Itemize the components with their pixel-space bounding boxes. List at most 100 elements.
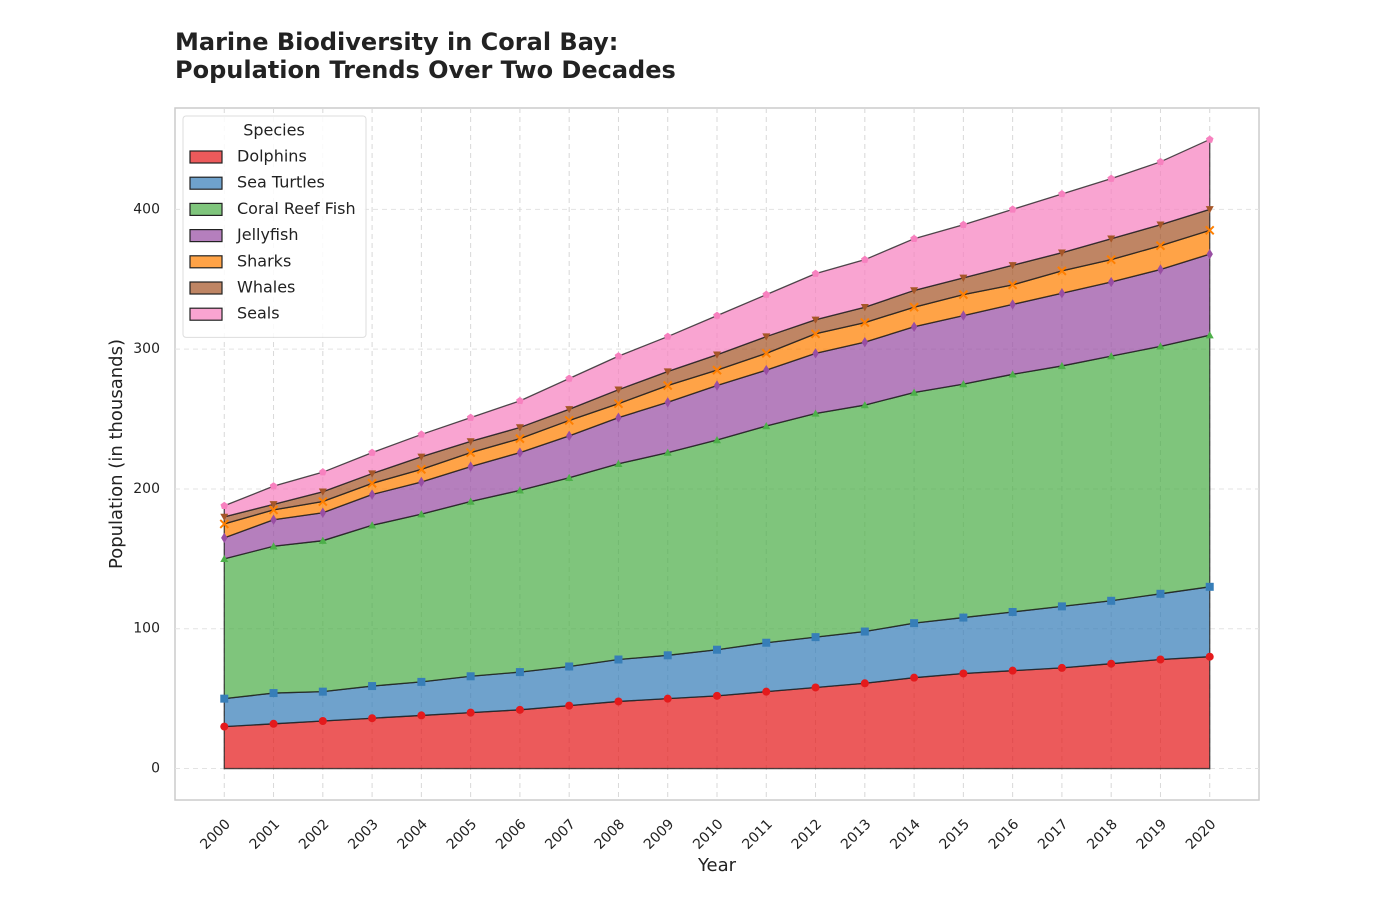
marker [713, 311, 721, 319]
marker [860, 304, 869, 312]
marker [1107, 276, 1115, 288]
marker [959, 274, 968, 282]
marker [958, 289, 969, 300]
x-tick-label: 2005 [444, 816, 481, 853]
legend-swatch [189, 281, 223, 295]
marker [762, 422, 771, 430]
x-axis-title: Year [697, 855, 737, 876]
marker [516, 447, 524, 458]
marker [221, 532, 228, 544]
marker [466, 708, 475, 717]
marker [713, 380, 721, 391]
marker [663, 380, 673, 391]
marker [466, 438, 475, 446]
legend-label: Whales [237, 278, 295, 297]
marker [515, 668, 524, 677]
marker [319, 468, 327, 476]
marker [565, 374, 573, 382]
legend: Species Dolphins Sea Turtles Coral Reef Fis… [182, 115, 367, 338]
x-tick-label: 2018 [1084, 816, 1121, 853]
marker [565, 701, 574, 710]
marker [1008, 370, 1017, 378]
y-axis-title: Population (in thousands) [106, 339, 127, 569]
marker [1057, 663, 1066, 672]
marker [467, 461, 474, 472]
legend-title: Species [243, 121, 305, 140]
marker [319, 507, 327, 518]
legend-swatch [189, 150, 223, 164]
marker [1008, 205, 1017, 213]
marker [664, 397, 671, 408]
marker [713, 436, 721, 444]
marker [515, 433, 525, 444]
marker [565, 662, 574, 671]
marker [860, 679, 869, 688]
marker [515, 705, 524, 714]
marker [1156, 589, 1165, 598]
marker [910, 234, 918, 242]
marker [763, 364, 770, 376]
marker [1057, 249, 1066, 257]
x-tick-label: 2020 [1183, 816, 1220, 853]
marker [1057, 266, 1067, 276]
marker [663, 332, 672, 340]
x-tick-label: 2004 [395, 816, 432, 853]
x-tick-label: 2014 [887, 816, 924, 853]
marker [466, 672, 475, 681]
marker [368, 714, 377, 723]
marker [418, 476, 425, 488]
x-tick-label: 2015 [937, 816, 974, 853]
marker [220, 694, 229, 703]
x-tick-label: 2009 [641, 816, 678, 853]
legend-label: Jellyfish [236, 225, 298, 244]
y-tick-label: 200 [133, 481, 160, 497]
marker [910, 388, 919, 396]
marker [860, 317, 870, 328]
marker [1008, 262, 1017, 270]
x-tick-label: 2012 [789, 816, 826, 853]
marker [318, 488, 327, 496]
marker [910, 321, 918, 332]
marker [762, 290, 771, 298]
marker [860, 627, 869, 636]
marker [1206, 248, 1213, 260]
x-tick-label: 2010 [690, 816, 727, 853]
marker [663, 694, 672, 703]
marker [1107, 174, 1115, 182]
marker [811, 633, 820, 642]
legend-box [182, 115, 367, 338]
y-tick-label: 300 [133, 341, 160, 357]
marker [368, 470, 377, 478]
marker [1107, 596, 1116, 605]
marker [269, 482, 278, 490]
marker [762, 687, 771, 696]
marker [1106, 254, 1116, 265]
marker [1205, 652, 1214, 661]
x-tick-label: 2007 [542, 816, 579, 853]
marker [515, 424, 524, 432]
marker [1008, 607, 1017, 616]
x-tick-label: 2011 [739, 816, 776, 853]
x-tick-label: 2013 [838, 816, 875, 853]
marker [1008, 666, 1017, 675]
marker [367, 478, 377, 489]
marker [220, 722, 229, 731]
marker [811, 316, 820, 324]
x-tick-label: 2017 [1035, 816, 1072, 853]
marker [762, 333, 771, 341]
marker [1205, 582, 1214, 591]
marker [219, 519, 229, 529]
marker [1205, 206, 1214, 214]
chart-title: Marine Biodiversity in Coral Bay: Popula… [175, 28, 676, 84]
marker [613, 398, 624, 409]
legend-label: Dolphins [237, 147, 307, 166]
marker [1205, 225, 1215, 236]
marker [1156, 655, 1165, 664]
marker [220, 513, 229, 521]
marker [368, 489, 376, 500]
marker [812, 348, 819, 359]
marker [811, 269, 820, 277]
x-tick-label: 2002 [296, 816, 333, 853]
legend-swatch [189, 229, 223, 243]
marker [663, 651, 672, 660]
